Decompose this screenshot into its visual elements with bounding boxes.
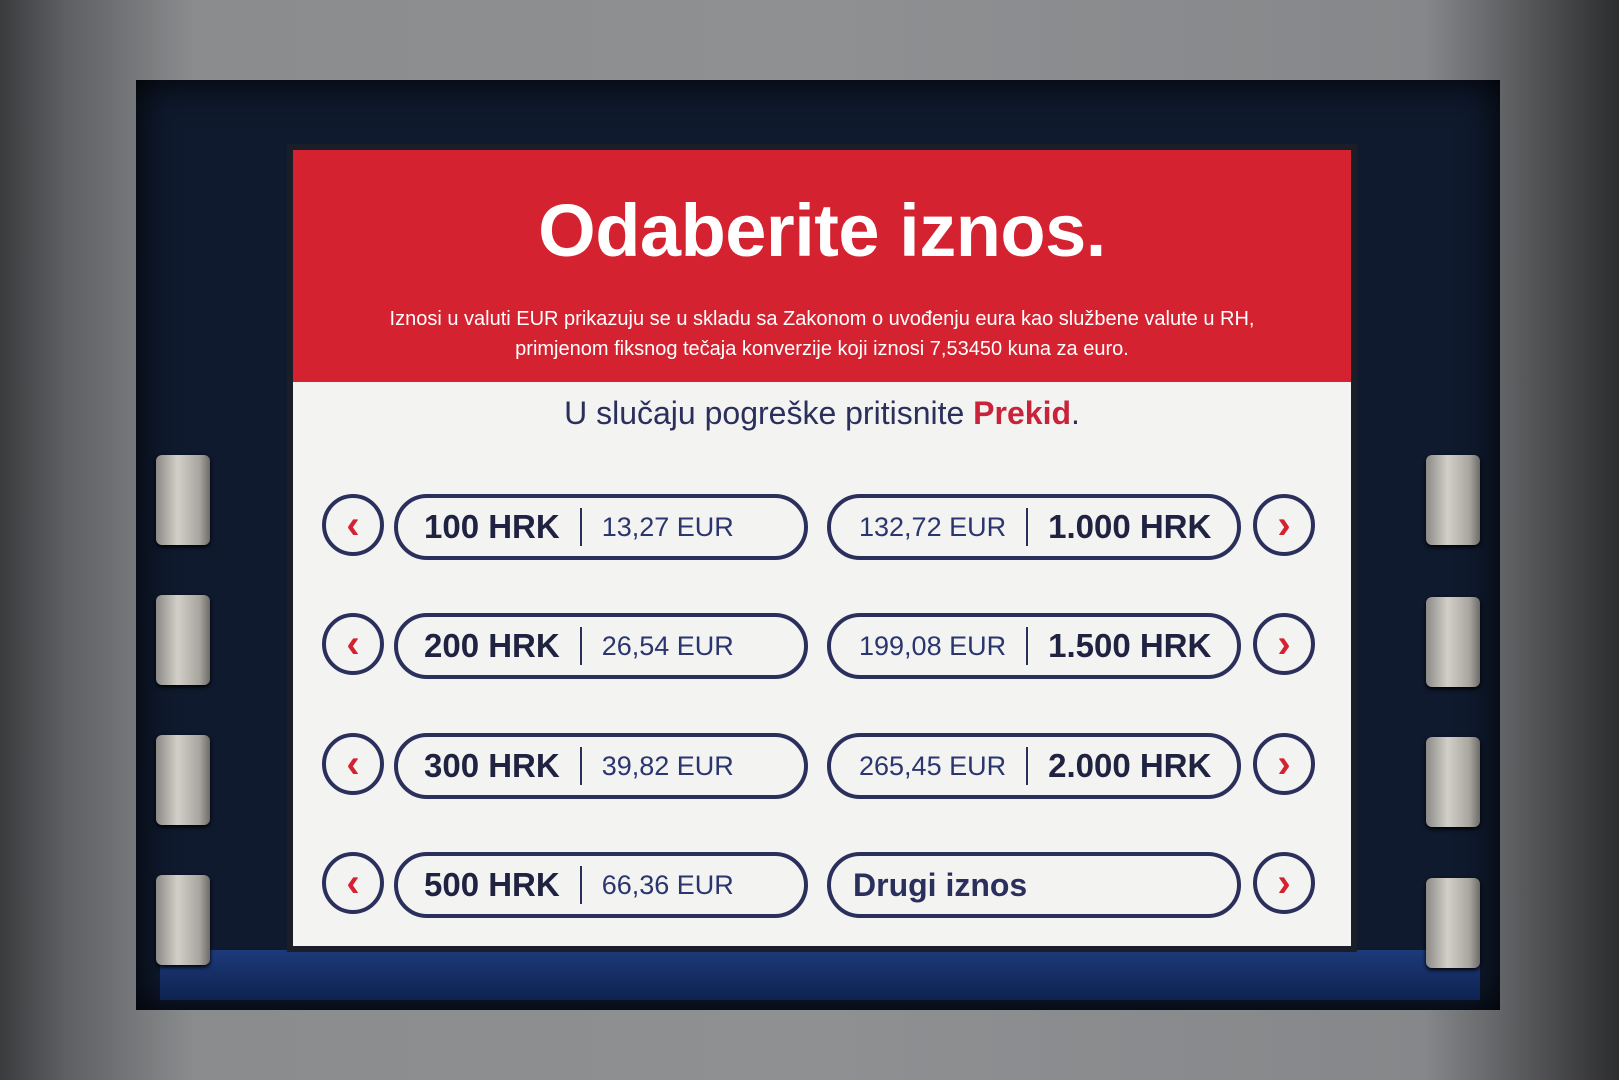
amount-button[interactable]: 265,45 EUR 2.000 HRK [827,733,1241,799]
eur-amount: 265,45 EUR [859,750,1007,781]
amount-button[interactable]: 500 HRK 66,36 EUR [394,852,808,918]
option-1000-hrk[interactable]: 132,72 EUR 1.000 HRK › [827,494,1323,564]
notice-line-2: primjenom fiksnog tečaja konverzije koji… [515,338,1129,360]
notice-line-1: Iznosi u valuti EUR prikazuju se u sklad… [389,308,1255,330]
hrk-amount: 300 HRK [424,747,560,784]
right-side-button-2[interactable] [1426,597,1480,687]
left-side-button-4[interactable] [156,875,210,965]
chevron-left-icon[interactable]: ‹ [322,733,384,795]
atm-bezel-bottom [160,950,1480,1000]
divider [579,627,582,665]
chevron-right-icon[interactable]: › [1253,852,1315,914]
prompt-text: U slučaju pogreške pritisnite [564,395,974,431]
eur-amount: 13,27 EUR [601,511,734,542]
hrk-amount: 100 HRK [424,508,560,545]
eur-amount: 132,72 EUR [859,511,1007,542]
hrk-amount: 2.000 HRK [1048,747,1212,784]
eur-amount: 39,82 EUR [601,750,734,781]
right-side-button-3[interactable] [1426,737,1480,827]
eur-amount: 199,08 EUR [859,630,1007,661]
option-1500-hrk[interactable]: 199,08 EUR 1.500 HRK › [827,613,1323,683]
right-side-button-4[interactable] [1426,878,1480,968]
divider [1026,508,1029,546]
divider [579,747,582,785]
option-100-hrk[interactable]: ‹ 100 HRK 13,27 EUR [322,494,808,564]
divider [1026,627,1029,665]
option-other-amount[interactable]: Drugi iznos › [827,852,1323,922]
left-side-button-2[interactable] [156,595,210,685]
left-side-button-1[interactable] [156,455,210,545]
other-amount-label: Drugi iznos [853,866,1028,903]
chevron-left-icon[interactable]: ‹ [322,494,384,556]
hrk-amount: 500 HRK [424,866,560,903]
amount-button[interactable]: 100 HRK 13,27 EUR [394,494,808,560]
left-side-button-3[interactable] [156,735,210,825]
cancel-prompt: U slučaju pogreške pritisnite Prekid. [293,395,1351,432]
right-side-button-1[interactable] [1426,455,1480,545]
amount-button[interactable]: 300 HRK 39,82 EUR [394,733,808,799]
option-500-hrk[interactable]: ‹ 500 HRK 66,36 EUR [322,852,808,922]
prompt-cancel-word: Prekid [973,395,1071,431]
chevron-right-icon[interactable]: › [1253,733,1315,795]
option-2000-hrk[interactable]: 265,45 EUR 2.000 HRK › [827,733,1323,803]
amount-button[interactable]: 132,72 EUR 1.000 HRK [827,494,1241,560]
prompt-end: . [1071,395,1080,431]
amount-button[interactable]: 199,08 EUR 1.500 HRK [827,613,1241,679]
eur-amount: 66,36 EUR [601,869,734,900]
hrk-amount: 1.500 HRK [1048,627,1212,664]
page-title: Odaberite iznos. [538,189,1106,272]
divider [579,508,582,546]
amount-button[interactable]: 200 HRK 26,54 EUR [394,613,808,679]
option-300-hrk[interactable]: ‹ 300 HRK 39,82 EUR [322,733,808,803]
chevron-right-icon[interactable]: › [1253,613,1315,675]
hrk-amount: 1.000 HRK [1048,508,1212,545]
other-amount-button[interactable]: Drugi iznos [827,852,1241,918]
eur-amount: 26,54 EUR [601,630,734,661]
chevron-left-icon[interactable]: ‹ [322,613,384,675]
atm-screen: Odaberite iznos. Iznosi u valuti EUR pri… [293,150,1351,946]
divider [579,866,582,904]
option-200-hrk[interactable]: ‹ 200 HRK 26,54 EUR [322,613,808,683]
divider [1026,747,1029,785]
conversion-notice: Iznosi u valuti EUR prikazuju se u sklad… [293,304,1351,364]
hrk-amount: 200 HRK [424,627,560,664]
chevron-right-icon[interactable]: › [1253,494,1315,556]
header: Odaberite iznos. Iznosi u valuti EUR pri… [293,150,1351,382]
chevron-left-icon[interactable]: ‹ [322,852,384,914]
